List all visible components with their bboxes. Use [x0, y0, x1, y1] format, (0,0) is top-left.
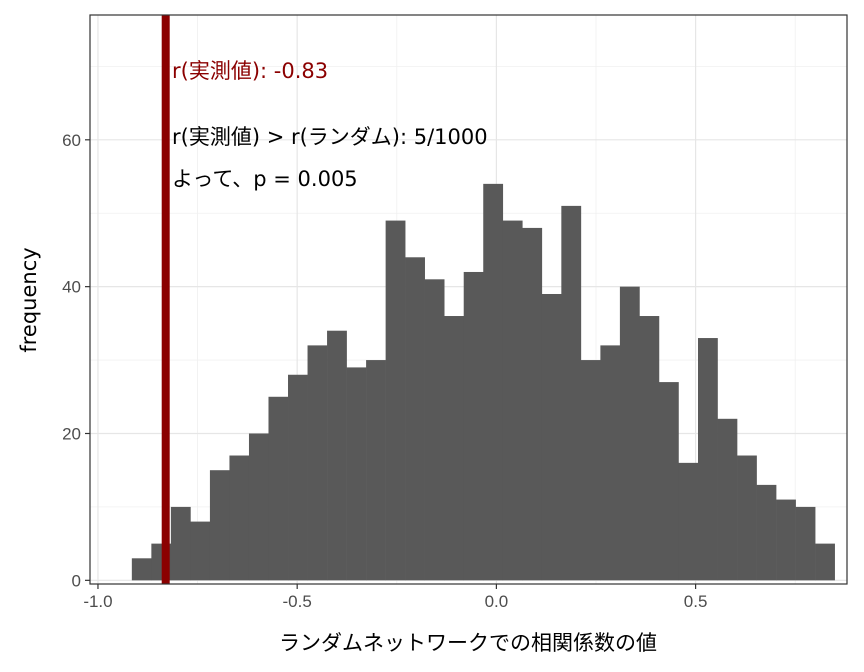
y-tick-label: 0 — [72, 571, 81, 590]
histogram-bar — [288, 374, 308, 581]
histogram-bar — [697, 338, 718, 581]
histogram-bar — [190, 521, 211, 581]
histogram-bar — [776, 499, 796, 581]
axes: -1.0 -0.5 0.0 0.5 0 20 40 60 — [62, 131, 707, 611]
histogram-bar — [600, 345, 621, 581]
x-tick-label: -0.5 — [283, 592, 312, 611]
histogram-bar — [815, 543, 835, 581]
histogram-bar — [678, 462, 699, 581]
histogram-bar — [170, 506, 191, 581]
histogram-bar — [717, 418, 738, 581]
histogram-bar — [248, 433, 269, 581]
histogram-bar — [795, 506, 816, 581]
histogram-bar — [580, 360, 601, 581]
histogram-bars — [131, 183, 835, 581]
histogram-bar — [502, 220, 523, 581]
histogram-bar — [209, 470, 230, 581]
histogram-bar — [405, 257, 425, 581]
histogram-bar — [327, 330, 347, 581]
histogram-bar — [619, 286, 640, 581]
histogram-bar — [131, 558, 152, 581]
histogram-bar — [346, 367, 367, 581]
histogram-bar — [541, 293, 562, 581]
x-axis-title: ランダムネットワークでの相関係数の値 — [279, 631, 657, 655]
histogram-bar — [522, 227, 543, 581]
histogram-bar — [444, 316, 465, 581]
y-axis-title: frequency — [17, 247, 41, 352]
histogram-bar — [658, 382, 679, 581]
y-tick-label: 40 — [62, 278, 81, 297]
plot-border — [89, 14, 848, 585]
histogram-bar — [639, 316, 660, 581]
x-tick-label: 0.5 — [684, 592, 708, 611]
pvalue-label: よって、p = 0.005 — [172, 167, 358, 191]
comparison-label: r(実測値) > r(ランダム): 5/1000 — [172, 125, 488, 149]
histogram-bar — [424, 279, 445, 581]
histogram-bar — [737, 455, 757, 581]
histogram-bar — [483, 183, 504, 581]
histogram-bar — [307, 345, 328, 581]
observed-r-label: r(実測値): -0.83 — [172, 59, 328, 83]
histogram-bar — [229, 455, 250, 581]
histogram-bar — [366, 360, 386, 581]
y-tick-label: 20 — [62, 424, 81, 443]
histogram-bar — [385, 220, 406, 581]
histogram-bar — [463, 271, 484, 581]
histogram-bar — [756, 484, 777, 581]
y-tick-label: 60 — [62, 131, 81, 150]
x-tick-label: 0.0 — [485, 592, 509, 611]
histogram-bar — [561, 205, 582, 581]
histogram-bar — [268, 396, 289, 581]
x-tick-label: -1.0 — [83, 592, 112, 611]
